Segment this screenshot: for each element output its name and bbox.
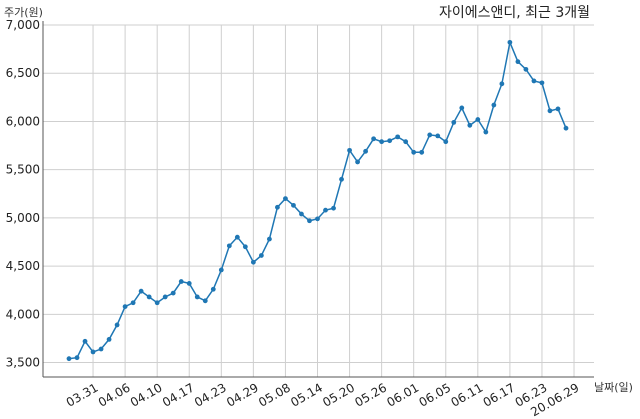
y-tick-labels: 3,500 4,000 4,500 5,000 5,500 6,000 6,500 7,000 (6, 18, 40, 370)
data-point (250, 259, 256, 265)
data-point (563, 125, 569, 131)
x-gridlines (92, 25, 575, 377)
data-point (258, 253, 264, 258)
data-point (210, 286, 216, 292)
data-point (539, 80, 545, 86)
data-point (90, 349, 96, 355)
data-point (323, 207, 328, 213)
data-point (499, 81, 505, 87)
data-point (451, 120, 457, 125)
data-point (242, 244, 248, 250)
y-tick-label: 3,500 (6, 356, 40, 370)
data-point (146, 294, 152, 300)
x-tick-label: 06.01 (384, 380, 421, 409)
data-point (411, 149, 417, 155)
data-point (275, 204, 280, 210)
x-tick-label: 04.10 (128, 380, 165, 409)
data-point (130, 300, 136, 306)
data-point (226, 243, 232, 249)
data-point (178, 279, 184, 284)
data-point (555, 106, 561, 112)
data-point (531, 78, 537, 84)
data-point (114, 322, 120, 328)
data-point (307, 218, 312, 224)
data-point (74, 355, 80, 361)
y-tick-label: 6,000 (6, 114, 40, 128)
data-point (395, 134, 401, 140)
y-tick-label: 5,500 (6, 163, 40, 177)
x-tick-label: 05.08 (256, 380, 293, 409)
data-point (66, 356, 72, 362)
x-tick-label: 03.31 (64, 380, 101, 409)
x-tick-labels: 03.3104.0604.1004.1704.2304.2905.0805.14… (64, 380, 582, 419)
data-point (154, 300, 160, 306)
data-point (347, 147, 352, 153)
data-point (218, 267, 224, 273)
x-tick-label: 05.20 (320, 380, 357, 409)
data-point (186, 281, 192, 286)
data-point (138, 288, 144, 294)
data-point (443, 139, 449, 145)
axes (42, 21, 594, 378)
data-point (331, 205, 336, 211)
data-point (467, 122, 473, 128)
data-point (419, 149, 425, 155)
x-tick-label: 06.05 (417, 380, 454, 409)
series-layer (66, 39, 569, 362)
data-point (283, 196, 288, 201)
x-tick-label: 04.29 (224, 380, 261, 409)
data-point (547, 108, 553, 114)
data-point (106, 336, 112, 342)
data-point (202, 298, 208, 304)
y-axis-title: 주가(원) (4, 6, 43, 19)
data-point (459, 105, 465, 111)
data-point (363, 148, 368, 154)
x-axis-title: 날짜(일) (594, 380, 633, 394)
data-point (355, 159, 360, 165)
data-point (267, 236, 272, 242)
x-tick-label: 04.23 (192, 380, 229, 409)
chart-title: 자이에스앤디, 최근 3개월 (439, 5, 590, 21)
data-point (98, 346, 104, 352)
data-point (234, 234, 240, 240)
y-tick-label: 4,500 (6, 259, 40, 273)
data-point (122, 304, 128, 309)
x-tick-label: 04.17 (160, 380, 197, 409)
data-point (387, 138, 393, 144)
data-point (339, 176, 344, 182)
data-point (475, 117, 481, 122)
data-point (170, 290, 176, 296)
data-point (194, 294, 200, 300)
data-point (515, 59, 521, 65)
y-gridlines (43, 24, 594, 364)
x-tick-label: 06.17 (481, 380, 518, 409)
data-point (82, 338, 88, 344)
data-point (507, 39, 513, 45)
data-point (291, 202, 296, 208)
y-tick-label: 7,000 (6, 18, 40, 32)
data-point (315, 216, 320, 222)
data-point (371, 136, 377, 142)
y-tick-label: 6,500 (6, 66, 40, 80)
data-point (403, 139, 409, 145)
x-tick-label: 06.11 (449, 380, 486, 409)
data-point (299, 211, 304, 217)
y-tick-label: 4,000 (6, 307, 40, 321)
data-point (491, 102, 497, 108)
data-point (435, 133, 441, 139)
data-point (379, 139, 385, 145)
y-tick-label: 5,000 (6, 211, 40, 225)
x-tick-label: 05.26 (352, 380, 389, 409)
data-point (483, 129, 489, 135)
x-tick-label: 05.14 (288, 380, 325, 409)
data-point (427, 132, 433, 138)
x-tick-label: 04.06 (96, 380, 133, 409)
data-point (162, 294, 168, 300)
data-point (523, 66, 529, 72)
